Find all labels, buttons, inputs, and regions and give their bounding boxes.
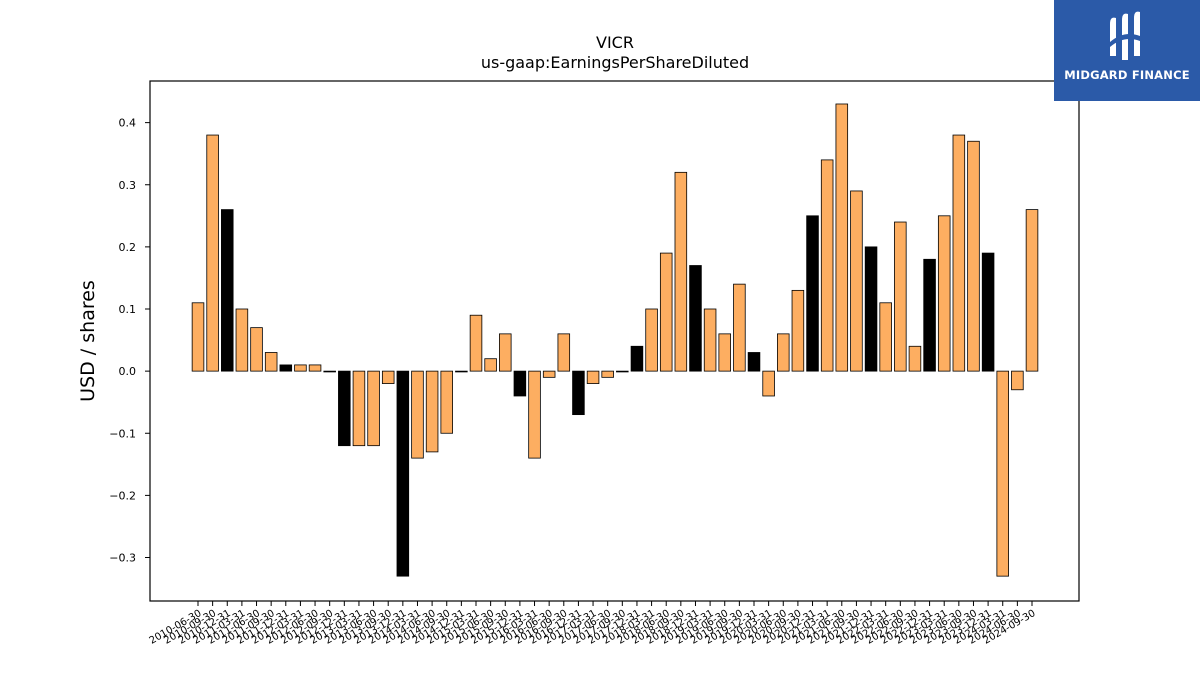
bar-2010-12-31 xyxy=(221,209,234,372)
bar-2011-06-30 xyxy=(250,327,263,372)
bar-2013-12-31 xyxy=(396,370,410,577)
brand-name: MIDGARD FINANCE xyxy=(1064,68,1190,82)
bar-2024-06-30 xyxy=(1011,370,1024,391)
bar-2014-09-30 xyxy=(440,370,453,434)
bar-2011-09-30 xyxy=(264,352,278,372)
bar-2010-06-30 xyxy=(191,302,205,372)
bar-2011-12-31 xyxy=(279,364,293,372)
y-tick-label: −0.1 xyxy=(109,427,136,440)
y-tick-label: −0.2 xyxy=(109,489,136,502)
bar-series xyxy=(191,103,1039,577)
brand-logo: MIDGARD FINANCE xyxy=(1054,0,1200,101)
bar-2019-03-31 xyxy=(703,308,717,372)
plot-frame xyxy=(149,80,1080,602)
y-tick-label: 0.3 xyxy=(119,179,137,192)
bar-2016-12-31 xyxy=(572,370,585,416)
bar-2021-06-30 xyxy=(835,103,849,372)
bar-2015-03-31 xyxy=(469,314,483,372)
bar-2016-03-31 xyxy=(528,370,541,459)
bar-2010-09-30 xyxy=(206,134,219,372)
bar-2012-06-30 xyxy=(308,364,322,372)
bar-2024-09-30 xyxy=(1025,209,1039,372)
bar-2023-06-30 xyxy=(952,134,966,372)
bar-2020-03-31 xyxy=(762,370,775,397)
chart-title: VICR xyxy=(596,33,634,52)
bar-2017-06-30 xyxy=(601,370,614,378)
bar-2022-09-30 xyxy=(908,345,922,372)
bar-2017-12-31 xyxy=(630,345,644,372)
bar-2013-03-31 xyxy=(352,370,366,447)
bar-2018-12-31 xyxy=(689,265,702,372)
y-tick-label: 0.1 xyxy=(119,303,137,316)
bar-2020-09-30 xyxy=(791,289,805,372)
bar-2012-09-30 xyxy=(323,370,336,373)
y-axis-ticks: −0.3 −0.2 −0.1 0.0 0.1 0.2 0.3 0.4 xyxy=(109,117,150,565)
bar-2019-12-31 xyxy=(747,352,761,372)
bar-2014-06-30 xyxy=(425,370,439,453)
chart-subtitle: us-gaap:EarningsPerShareDiluted xyxy=(481,53,749,72)
bar-2016-09-30 xyxy=(557,333,571,372)
bar-2015-09-30 xyxy=(499,333,512,372)
midgard-monogram-icon xyxy=(1110,11,1140,61)
bar-2023-03-31 xyxy=(937,215,951,372)
bar-2020-06-30 xyxy=(777,333,790,372)
bar-2023-12-31 xyxy=(981,252,995,372)
bar-2016-06-30 xyxy=(542,370,556,378)
y-tick-label: 0.2 xyxy=(119,241,137,254)
bar-2022-12-31 xyxy=(923,258,936,372)
bar-2014-12-31 xyxy=(455,370,468,373)
y-tick-label: −0.3 xyxy=(109,552,136,565)
bar-2020-12-31 xyxy=(806,215,819,372)
bar-2013-09-30 xyxy=(381,370,395,384)
x-axis-ticks: 2010-06-302010-09-302010-12-312011-03-31… xyxy=(148,601,1038,647)
bar-2021-12-31 xyxy=(864,246,878,372)
bar-2013-06-30 xyxy=(367,370,380,447)
bar-2019-06-30 xyxy=(718,333,731,372)
bar-2019-09-30 xyxy=(733,283,746,372)
bar-2021-03-31 xyxy=(820,159,834,372)
y-tick-label: 0.0 xyxy=(119,365,137,378)
bar-2015-12-31 xyxy=(513,370,527,397)
y-axis-label: USD / shares xyxy=(77,280,99,402)
bar-2024-03-31 xyxy=(996,370,1009,577)
bar-2018-06-30 xyxy=(659,252,673,372)
bar-2021-09-30 xyxy=(850,190,863,372)
bar-2011-03-31 xyxy=(235,308,249,372)
bar-2018-09-30 xyxy=(674,171,688,372)
bar-2012-03-31 xyxy=(294,364,307,372)
bar-2022-06-30 xyxy=(894,221,907,372)
bar-2018-03-31 xyxy=(645,308,658,372)
bar-2017-09-30 xyxy=(616,370,629,373)
bar-2022-03-31 xyxy=(879,302,892,372)
bar-2023-09-30 xyxy=(967,140,980,372)
bar-2014-03-31 xyxy=(411,370,424,459)
bar-2017-03-31 xyxy=(586,370,600,384)
bar-2015-06-30 xyxy=(484,358,497,372)
y-tick-label: 0.4 xyxy=(119,117,137,130)
bar-2012-12-31 xyxy=(338,370,351,447)
